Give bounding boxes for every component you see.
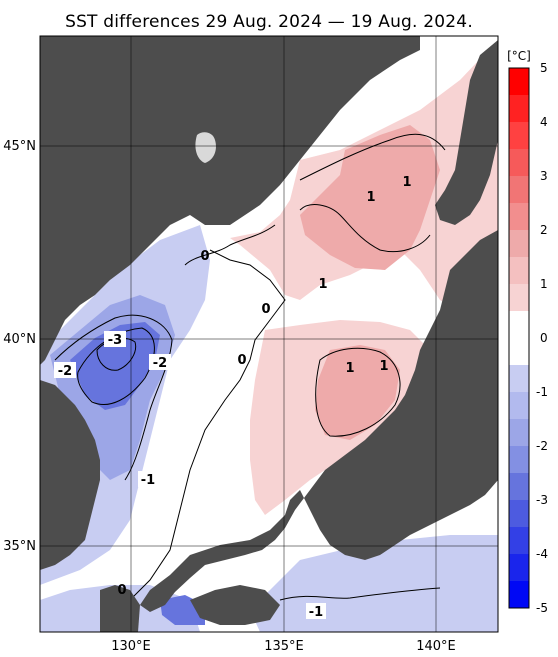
colorbar-band: [509, 500, 529, 527]
colorbar-tick-label: -2: [536, 439, 548, 453]
land-masses: [40, 36, 498, 632]
colorbar-band: [509, 419, 529, 446]
land-shikoku: [190, 585, 280, 625]
colorbar-band: [509, 473, 529, 500]
colorbar-tick-label: 5: [540, 61, 548, 75]
contour-labels: -3 -2 -2 -1 -1 0 0 0 0 1 1 1 1 1: [54, 175, 412, 620]
colorbar-tick-label: 3: [540, 169, 548, 183]
colorbar-tick-label: -5: [536, 601, 548, 615]
colorbar-band: [509, 68, 529, 95]
contour-line-positive: [299, 204, 431, 253]
contour-label: -1: [309, 605, 323, 620]
colorbar-band: [509, 149, 529, 176]
contour-label: -2: [153, 356, 167, 371]
colorbar-tick-label: -1: [536, 385, 548, 399]
contour-label: 1: [345, 361, 354, 376]
colorbar-tick-labels: 5 4 3 2 1 0 -1 -2 -3 -4 -5: [536, 61, 548, 615]
land-asia-mainland: [40, 36, 420, 365]
contour-line-zero: [184, 224, 276, 266]
colorbar-band: [509, 230, 529, 257]
colorbar-band: [509, 257, 529, 284]
colorbar-band: [509, 527, 529, 554]
contour-line-negative: [54, 314, 173, 481]
colorbar-tick-label: 4: [540, 115, 548, 129]
map-frame: [39, 35, 499, 633]
strong-positive-anomaly-region: [315, 345, 400, 440]
contour-label: 0: [200, 249, 209, 264]
contour-label: 0: [117, 583, 126, 598]
lake-khanka: [195, 132, 216, 163]
colorbar-bands: [509, 68, 529, 608]
colorbar-tick-label: 0: [540, 331, 548, 345]
colorbar-tick-label: -4: [536, 547, 548, 561]
strong-positive-anomaly-region: [300, 125, 440, 270]
colorbar-band: [509, 392, 529, 419]
contour-label: 1: [379, 359, 388, 374]
colorbar-band: [509, 203, 529, 230]
land-kyushu: [100, 585, 140, 632]
latitude-labels: 45°N 40°N 35°N: [3, 139, 36, 554]
contour-label-box: [104, 331, 126, 347]
colorbar-band: [509, 122, 529, 149]
colorbar-band: [509, 311, 529, 365]
longitude-labels: 130°E 135°E 140°E: [111, 639, 456, 654]
land-honshu: [140, 230, 498, 612]
colorbar-band: [509, 581, 529, 608]
contour-label-box: [306, 603, 326, 619]
colorbar-frame: [508, 67, 530, 609]
colorbar: [°C] 5 4 3 2: [507, 49, 548, 615]
strong-negative-anomaly-region: [70, 322, 160, 410]
colorbar-band: [509, 176, 529, 203]
contour-label: -1: [141, 473, 155, 488]
contour-label-box: [138, 471, 158, 487]
contour-label-box: [149, 354, 171, 370]
latitude-label: 40°N: [3, 332, 36, 347]
colorbar-tick-label: 1: [540, 277, 548, 291]
colorbar-band: [509, 284, 529, 311]
land-hokkaido: [435, 40, 498, 225]
colorbar-band: [509, 365, 529, 392]
contour-label: 1: [366, 190, 375, 205]
colorbar-unit: [°C]: [507, 49, 531, 63]
contour-label: 1: [402, 175, 411, 190]
contour-label: -3: [108, 333, 122, 348]
longitude-label: 140°E: [416, 639, 456, 654]
colorbar-tick-label: 2: [540, 223, 548, 237]
colorbar-band: [509, 554, 529, 581]
land-korean-peninsula: [40, 380, 100, 570]
contour-line-positive: [299, 133, 446, 181]
contour-label: 0: [261, 302, 270, 317]
contour-label: -2: [58, 364, 72, 379]
longitude-label: 130°E: [111, 639, 151, 654]
contour-label: 1: [318, 277, 327, 292]
contour-line-zero: [129, 249, 286, 601]
contour-line-positive: [315, 347, 401, 437]
map-title: SST differences 29 Aug. 2024 — 19 Aug. 2…: [65, 12, 473, 32]
contour-label: 0: [237, 353, 246, 368]
latitude-label: 45°N: [3, 139, 36, 154]
latitude-label: 35°N: [3, 539, 36, 554]
colorbar-band: [509, 446, 529, 473]
longitude-label: 135°E: [264, 639, 304, 654]
colorbar-tick-label: -3: [536, 493, 548, 507]
colorbar-band: [509, 95, 529, 122]
contour-lines: [54, 133, 446, 601]
contour-label-box: [54, 362, 76, 378]
contour-line-negative: [279, 587, 441, 601]
